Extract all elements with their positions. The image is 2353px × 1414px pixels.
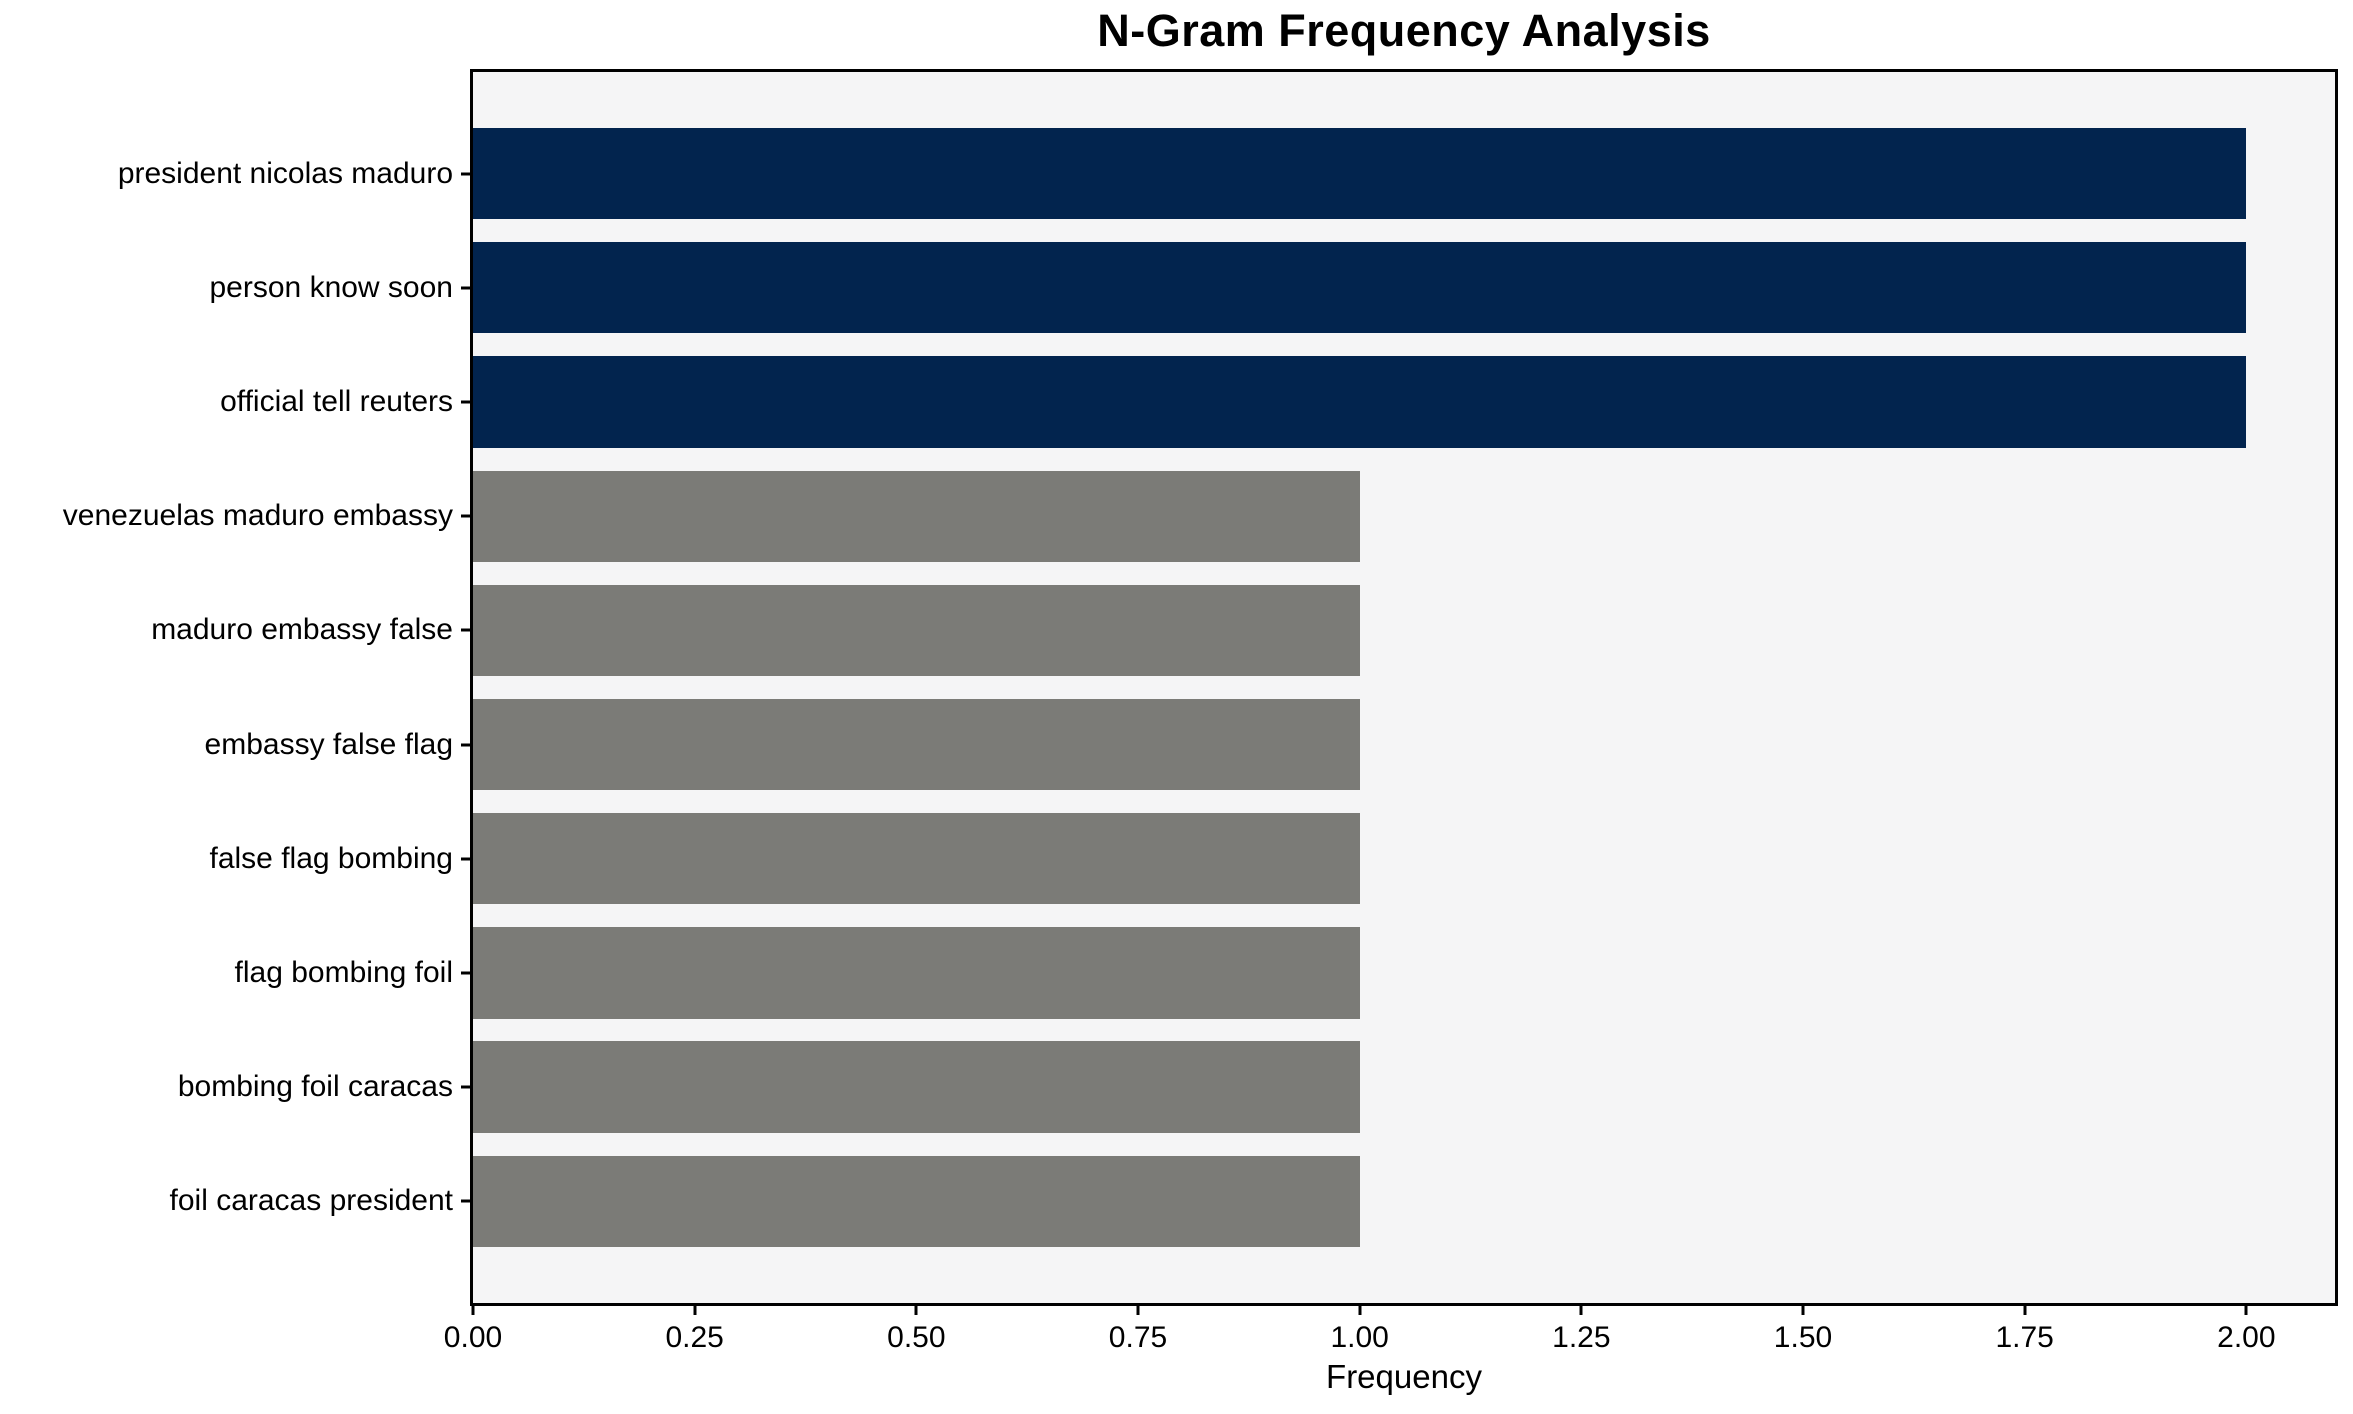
y-tick-label: embassy false flag [204,727,453,761]
x-tick-label: 0.00 [443,1321,503,1354]
chart-title: N-Gram Frequency Analysis [1097,5,1711,56]
y-tick-label: official tell reuters [220,385,453,419]
y-tick-label: foil caracas president [169,1184,453,1218]
y-tick-label: maduro embassy false [151,613,453,647]
y-tick-label: false flag bombing [209,841,454,875]
x-tick-label: 1.75 [1995,1321,2054,1354]
x-tick-label: 0.25 [665,1321,724,1354]
x-tick-label: 1.50 [1773,1321,1833,1354]
plot-area [470,69,2338,1306]
x-tick-label: 1.25 [1552,1321,1611,1354]
x-axis-label: Frequency [1326,1358,1482,1395]
y-tick-label: venezuelas maduro embassy [62,499,453,533]
x-tick-label: 1.00 [1330,1321,1389,1354]
y-tick-label: person know soon [209,270,454,304]
x-tick-label: 0.50 [887,1321,946,1354]
y-tick-label: president nicolas maduro [117,156,453,190]
y-tick-label: flag bombing foil [234,955,453,989]
x-tick-label: 2.00 [2217,1321,2276,1354]
y-tick-label: bombing foil caracas [177,1070,453,1104]
x-tick-label: 0.75 [1108,1321,1168,1354]
